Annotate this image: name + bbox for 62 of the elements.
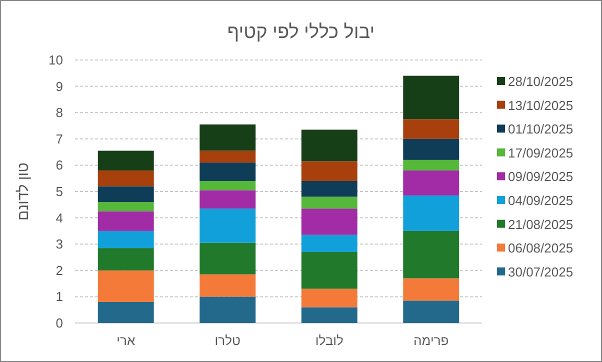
bar (403, 119, 460, 139)
bar (200, 242, 256, 274)
bar (403, 160, 460, 170)
bar (200, 150, 256, 163)
legend-label: 28/10/2025 (508, 74, 574, 89)
bar (301, 252, 358, 289)
y-tick-label: 5 (56, 184, 63, 199)
bar (200, 208, 256, 243)
legend-label: 04/09/2025 (508, 193, 574, 208)
y-tick-label: 4 (56, 210, 63, 226)
legend-label: 21/08/2025 (508, 216, 574, 232)
bar (200, 274, 256, 297)
bar (98, 186, 154, 202)
chart-title: יבול כללי לפי קטיף (227, 22, 375, 43)
bar (200, 180, 256, 190)
legend-label: 30/07/2025 (508, 264, 574, 280)
bar (301, 180, 358, 197)
bar (98, 150, 154, 170)
y-tick-label: 2 (56, 262, 63, 278)
y-tick-label: 1 (56, 289, 63, 304)
y-tick-label: 0 (56, 316, 63, 330)
bar (200, 190, 256, 209)
bar (98, 170, 154, 186)
legend-label: 09/09/2025 (508, 169, 574, 184)
bar (98, 230, 154, 248)
x-tick-label: ארי (116, 333, 136, 348)
y-tick-label: 6 (56, 158, 63, 173)
bar (200, 162, 256, 181)
bar (301, 288, 358, 308)
bar (301, 307, 358, 323)
bar (403, 300, 460, 323)
bar (403, 278, 460, 301)
x-tick-label: לובלו (315, 333, 344, 348)
bar (301, 234, 358, 252)
legend-label: 01/10/2025 (508, 122, 574, 137)
legend-label: 06/08/2025 (508, 240, 574, 256)
bar (403, 138, 460, 160)
y-axis-title: טון לדונם (15, 162, 32, 220)
bar (301, 196, 358, 209)
bar (403, 230, 460, 278)
legend-label: 17/09/2025 (508, 145, 574, 160)
y-tick-label: 10 (48, 52, 63, 68)
bar (301, 130, 358, 162)
y-tick-label: 9 (56, 78, 63, 94)
x-tick-label: טלרו (214, 333, 240, 348)
x-tick-label: פרימה (414, 333, 449, 348)
y-tick-label: 3 (56, 236, 63, 252)
bar (403, 195, 460, 231)
bar (403, 76, 460, 120)
y-tick-label: 8 (56, 105, 63, 120)
bar (200, 124, 256, 151)
bar (98, 270, 154, 302)
bar (200, 296, 256, 323)
bar (403, 170, 460, 196)
bar (98, 248, 154, 270)
bar (98, 211, 154, 231)
bar (301, 161, 358, 181)
bar (98, 202, 154, 212)
bar (301, 208, 358, 235)
legend-label: 13/10/2025 (508, 98, 574, 113)
bar (98, 302, 154, 323)
y-tick-label: 7 (56, 131, 63, 146)
